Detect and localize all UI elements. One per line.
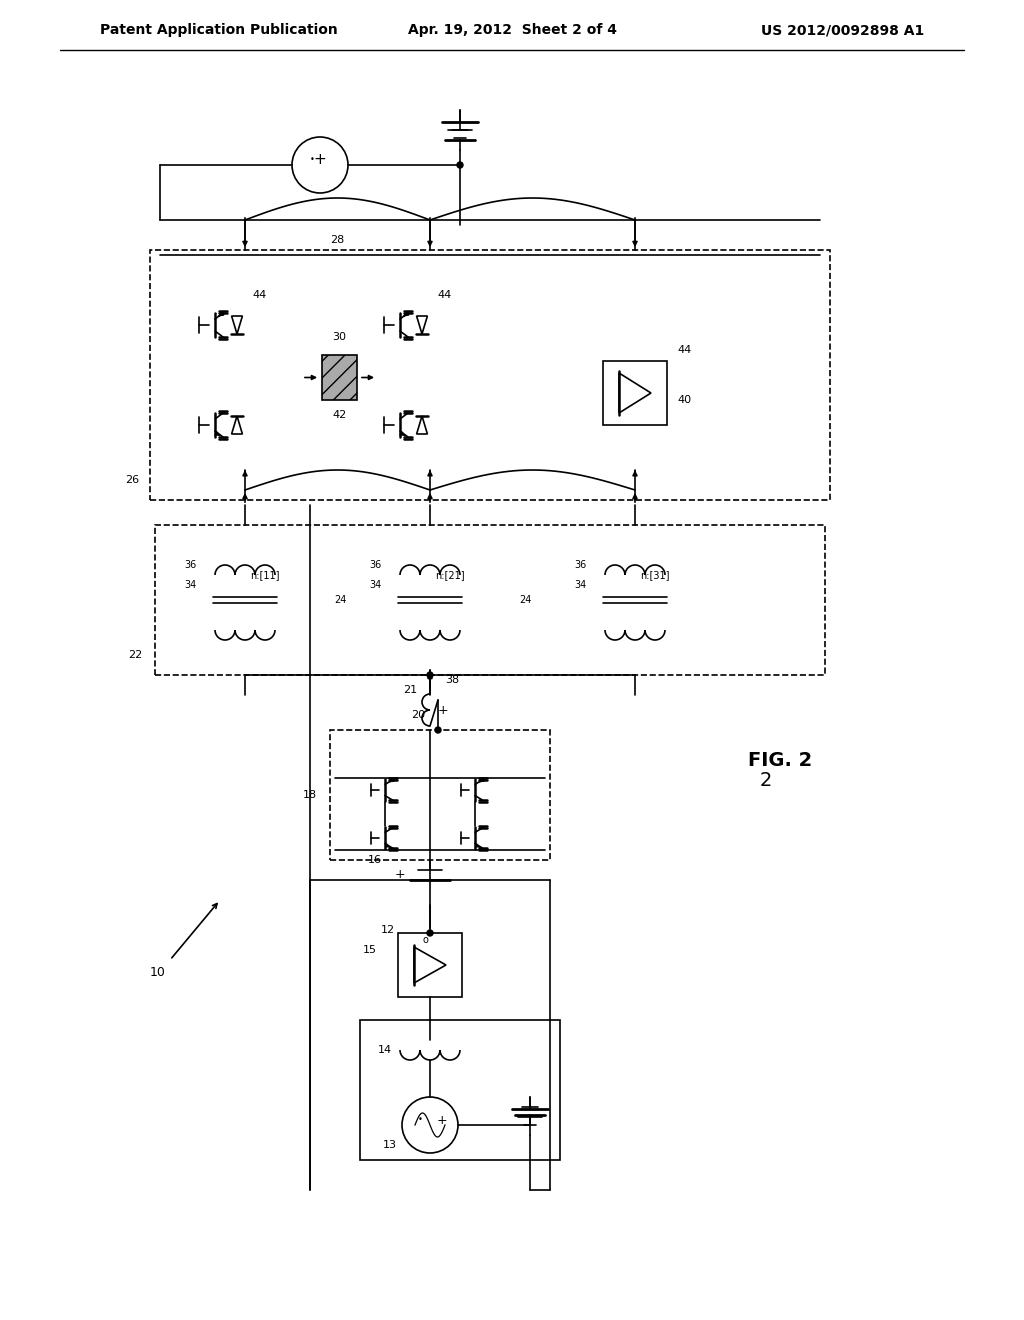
- Text: 40: 40: [678, 395, 692, 405]
- Text: 44: 44: [438, 290, 453, 300]
- Bar: [360, 1020, 560, 1160]
- Text: 36: 36: [573, 560, 586, 570]
- Text: n:[31]: n:[31]: [640, 570, 670, 579]
- Text: 42: 42: [333, 411, 347, 420]
- Text: 24: 24: [334, 595, 346, 605]
- Text: 30: 30: [333, 333, 346, 342]
- Text: 34: 34: [184, 579, 197, 590]
- Circle shape: [427, 672, 433, 678]
- Text: n:[11]: n:[11]: [250, 570, 280, 579]
- Circle shape: [427, 931, 433, 936]
- Text: Apr. 19, 2012  Sheet 2 of 4: Apr. 19, 2012 Sheet 2 of 4: [408, 22, 616, 37]
- Text: 20: 20: [411, 710, 425, 719]
- Text: 15: 15: [362, 945, 377, 954]
- Text: +: +: [313, 153, 327, 168]
- Circle shape: [435, 727, 441, 733]
- Text: •: •: [309, 156, 314, 165]
- Text: +: +: [436, 1114, 447, 1126]
- Text: 24: 24: [519, 595, 531, 605]
- Text: 18: 18: [303, 789, 317, 800]
- Text: Patent Application Publication: Patent Application Publication: [100, 22, 338, 37]
- Circle shape: [457, 162, 463, 168]
- Text: US 2012/0092898 A1: US 2012/0092898 A1: [761, 22, 924, 37]
- Bar: [603, 360, 667, 425]
- Bar: [155, 525, 825, 675]
- Text: 22: 22: [128, 649, 142, 660]
- Text: 10: 10: [151, 965, 166, 978]
- Bar: [150, 249, 830, 500]
- Text: 38: 38: [445, 675, 459, 685]
- Text: 26: 26: [125, 475, 139, 484]
- Text: +: +: [437, 704, 449, 717]
- Text: 16: 16: [368, 855, 382, 865]
- Text: 44: 44: [253, 290, 267, 300]
- Text: 12: 12: [381, 925, 395, 935]
- Text: 36: 36: [369, 560, 381, 570]
- Text: 28: 28: [330, 235, 344, 246]
- Text: 34: 34: [573, 579, 586, 590]
- Text: 21: 21: [402, 685, 417, 696]
- Text: 34: 34: [369, 579, 381, 590]
- Bar: [398, 933, 462, 997]
- Text: •: •: [418, 1115, 423, 1125]
- Text: FIG. 2: FIG. 2: [748, 751, 812, 770]
- Text: 36: 36: [184, 560, 197, 570]
- Text: n:[21]: n:[21]: [435, 570, 465, 579]
- Text: 2: 2: [760, 771, 772, 789]
- Text: +: +: [394, 869, 406, 882]
- Bar: [330, 730, 550, 861]
- Text: 13: 13: [383, 1140, 397, 1150]
- Text: 14: 14: [378, 1045, 392, 1055]
- Bar: [322, 355, 357, 400]
- Text: o: o: [422, 935, 428, 945]
- Text: 44: 44: [678, 345, 692, 355]
